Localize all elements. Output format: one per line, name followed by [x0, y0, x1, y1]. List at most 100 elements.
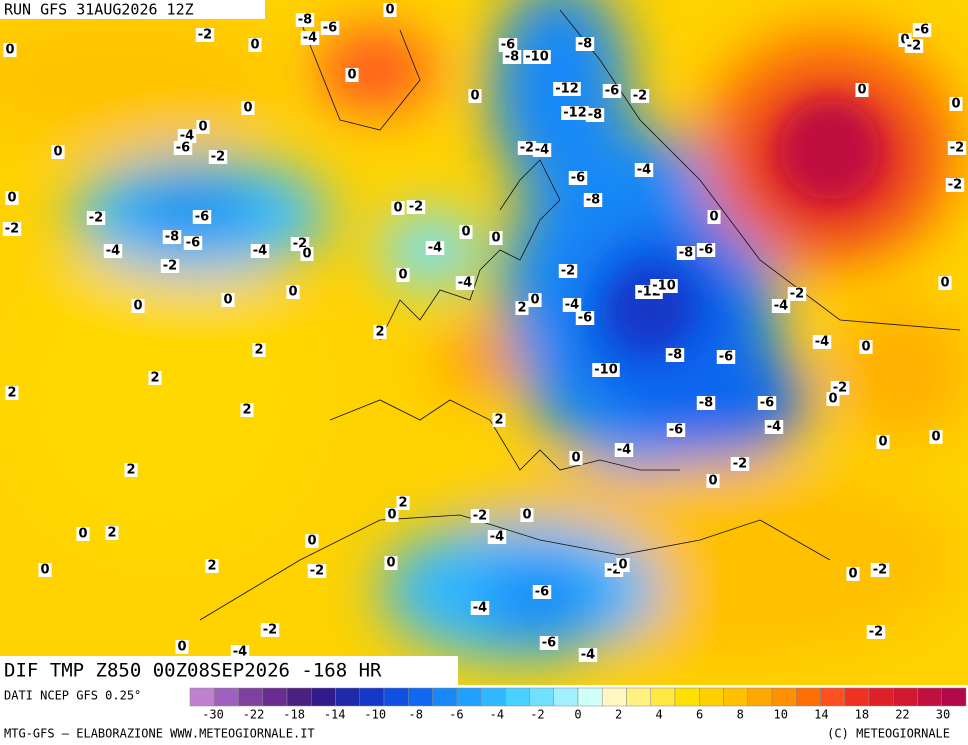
contour-label: 0: [520, 508, 534, 523]
label-bg: [455, 276, 475, 290]
label-bg: [160, 259, 180, 273]
contour-label: -2: [307, 564, 327, 579]
colorbar-swatch: [553, 687, 579, 707]
contour-value: -8: [165, 230, 179, 245]
label-bg: [553, 82, 581, 96]
contour-value: -2: [409, 200, 423, 215]
label-bg: [38, 563, 52, 577]
contour-value: 0: [307, 534, 316, 549]
contour-label: 2: [515, 301, 529, 316]
colorbar-swatch: [577, 687, 603, 707]
contour-label: -2: [904, 39, 924, 54]
label-bg: [855, 83, 869, 97]
contour-label: -8: [696, 396, 716, 411]
contour-label: 2: [252, 343, 266, 358]
label-bg: [945, 178, 965, 192]
colorbar-swatch: [941, 687, 967, 707]
contour-value: 2: [7, 386, 16, 401]
contour-value: 0: [53, 145, 62, 160]
contour-label: -4: [177, 129, 197, 144]
label-bg: [373, 325, 387, 339]
contour-label: -2: [208, 150, 228, 165]
label-bg: [830, 381, 850, 395]
label-bg: [221, 293, 235, 307]
contour-label: 0: [384, 556, 398, 571]
contour-label: -4: [764, 420, 784, 435]
contour-label: 0: [707, 210, 721, 225]
label-bg: [300, 31, 320, 45]
colorbar-swatch: [505, 687, 530, 707]
label-bg: [757, 396, 777, 410]
contour-value: 0: [250, 38, 259, 53]
copyright: (C) METEOGIORNALE: [827, 727, 950, 741]
contour-label: 0: [38, 563, 52, 578]
colorbar-tick-label: -4: [490, 708, 504, 722]
colorbar-tick-label: 2: [615, 708, 622, 722]
colorbar-swatch: [432, 687, 457, 707]
contour-label: -4: [487, 530, 507, 545]
contour-value: -2: [790, 287, 804, 302]
label-bg: [492, 413, 506, 427]
contour-label: -2: [406, 200, 426, 215]
contour-value: 0: [709, 210, 718, 225]
contour-label: -4: [425, 241, 445, 256]
contour-label: -6: [183, 236, 203, 251]
colorbar-tick-label: -2: [530, 708, 544, 722]
label-bg: [707, 210, 721, 224]
label-bg: [76, 527, 90, 541]
colorbar-swatch: [286, 687, 312, 707]
label-bg: [384, 556, 398, 570]
contour-label: 0: [51, 145, 65, 160]
label-bg: [578, 648, 598, 662]
label-bg: [295, 13, 315, 27]
label-bg: [173, 141, 193, 155]
label-bg: [250, 244, 270, 258]
label-bg: [175, 640, 189, 654]
label-bg: [51, 145, 65, 159]
contour-label: 0: [859, 340, 873, 355]
contour-value: 2: [375, 325, 384, 340]
contour-value: 2: [207, 559, 216, 574]
contour-value: 2: [242, 403, 251, 418]
label-bg: [826, 392, 840, 406]
map-title: DIF TMP Z850 00Z08SEP2026 -168 HR: [4, 660, 382, 682]
colorbar-tick-label: 22: [895, 708, 909, 722]
contour-label: -4: [470, 601, 490, 616]
contour-label: 0: [706, 474, 720, 489]
contour-value: 0: [461, 225, 470, 240]
contour-label: 0: [385, 508, 399, 523]
contour-value: -4: [617, 443, 631, 458]
contour-label: 2: [396, 496, 410, 511]
contour-value: -8: [679, 246, 693, 261]
contour-label: -4: [103, 244, 123, 259]
contour-label: -8: [575, 37, 595, 52]
contour-value: 0: [40, 563, 49, 578]
label-bg: [86, 211, 106, 225]
contour-label: 2: [205, 559, 219, 574]
colorbar-swatch: [723, 687, 748, 707]
contour-label: -2: [830, 381, 850, 396]
contour-label: -8: [676, 246, 696, 261]
colorbar-tick-label: 10: [774, 708, 788, 722]
label-bg: [425, 241, 445, 255]
contour-value: 0: [347, 68, 356, 83]
contour-value: -6: [501, 38, 515, 53]
contour-value: -8: [588, 108, 602, 123]
contour-value: -10: [594, 363, 618, 378]
contour-value: 0: [931, 430, 940, 445]
label-bg: [240, 403, 254, 417]
contour-label: 0: [616, 558, 630, 573]
contour-value: 0: [288, 285, 297, 300]
label-bg: [676, 246, 696, 260]
contour-label: -4: [250, 244, 270, 259]
label-bg: [568, 171, 588, 185]
label-bg: [520, 508, 534, 522]
contour-label: -6: [757, 396, 777, 411]
contour-label: -2: [947, 141, 967, 156]
label-bg: [569, 451, 583, 465]
contour-label: -8: [295, 13, 315, 28]
label-bg: [764, 420, 784, 434]
colorbar-tick-label: -30: [202, 708, 224, 722]
contour-value: -4: [565, 298, 579, 313]
